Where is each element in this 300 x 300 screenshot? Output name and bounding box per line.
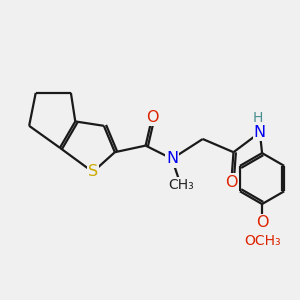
Text: H: H <box>253 111 263 125</box>
Text: O: O <box>225 175 238 190</box>
Text: O: O <box>146 110 158 124</box>
Text: N: N <box>254 125 266 140</box>
Text: O: O <box>256 215 268 230</box>
Text: CH₃: CH₃ <box>168 178 194 192</box>
Text: OCH₃: OCH₃ <box>244 234 280 248</box>
Text: N: N <box>166 151 178 166</box>
Text: S: S <box>88 164 98 179</box>
